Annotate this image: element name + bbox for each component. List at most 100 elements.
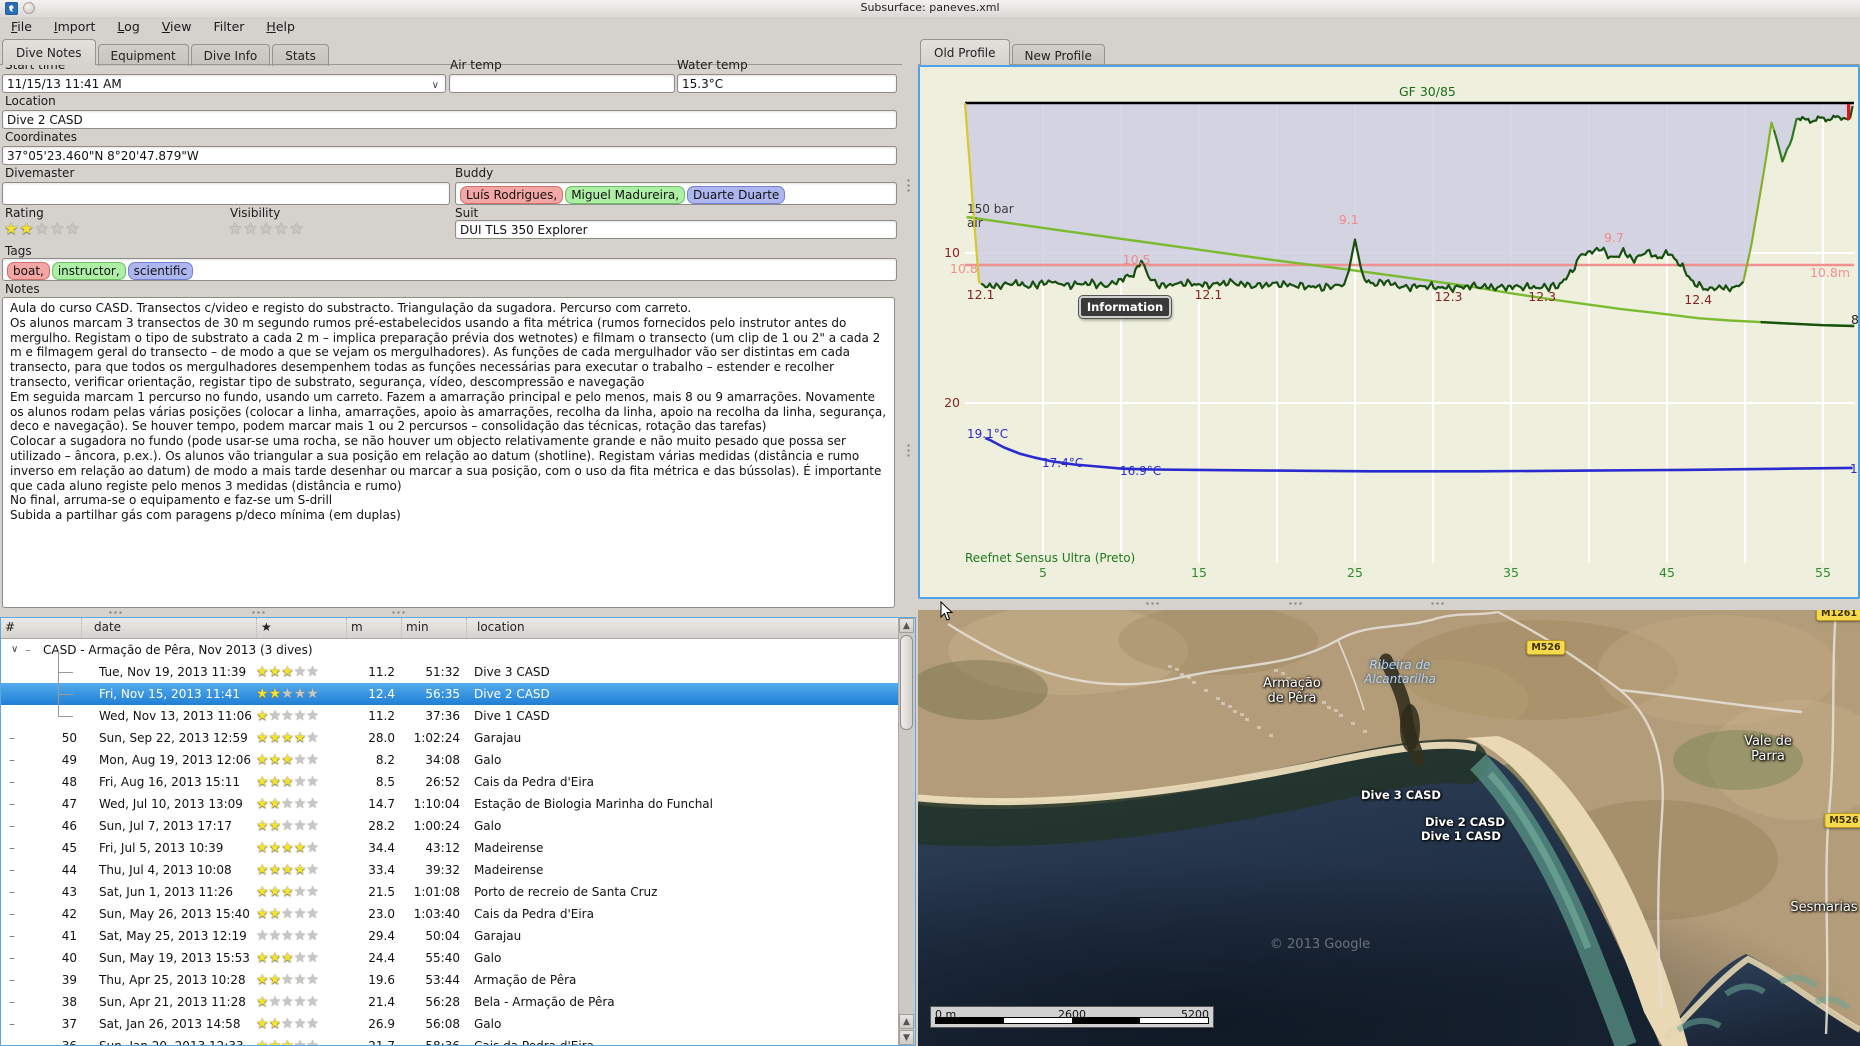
collapse-caret-icon[interactable]: ∨ <box>11 644 19 655</box>
svg-text:35: 35 <box>1503 565 1519 580</box>
dive-row[interactable]: –44 Thu, Jul 4, 2013 10:08 ★★★★★ 33.4 39:32 M… <box>9 862 544 878</box>
dive-row[interactable]: –47 Wed, Jul 10, 2013 13:09 ★★★★★ 14.7 1:10:… <box>9 796 713 812</box>
svg-text:45: 45 <box>1659 565 1675 580</box>
dive-row[interactable]: –43 Sat, Jun 1, 2013 11:26 ★★★★★ 21.5 1:01:0… <box>9 884 658 900</box>
svg-text:12.1: 12.1 <box>1194 287 1222 302</box>
dive-row[interactable]: Wed, Nov 13, 2013 11:06 ★★★★★ 11.2 37:36 Div… <box>1 694 899 727</box>
menu-help[interactable]: Help <box>266 19 295 34</box>
notes-textarea[interactable]: Aula do curso CASD. Transectos c/video e… <box>2 297 895 608</box>
tag-chip: instructor, <box>51 262 126 280</box>
svg-text:10.8: 10.8 <box>950 261 978 276</box>
rating-stars[interactable]: ★★★★★ <box>4 219 81 238</box>
svg-text:20: 20 <box>944 395 960 410</box>
coordinates-field[interactable]: 37°05'23.460"N 8°20'47.879"W <box>2 146 897 165</box>
menu-view[interactable]: View <box>161 19 192 34</box>
buddy-chip: Luís Rodrigues, <box>460 186 564 204</box>
svg-text:12.4: 12.4 <box>1684 292 1712 307</box>
dive-row[interactable]: –39 Thu, Apr 25, 2013 10:28 ★★★★★ 19.6 53:44… <box>9 972 577 988</box>
svg-text:Reefnet Sensus Ultra (Preto): Reefnet Sensus Ultra (Preto) <box>965 551 1135 565</box>
svg-text:10.5: 10.5 <box>1123 252 1151 267</box>
scroll-up-icon[interactable]: ▲ <box>899 618 914 633</box>
app-icon <box>5 2 18 15</box>
vertical-splitter[interactable] <box>902 38 918 599</box>
dive-row[interactable]: –45 Fri, Jul 5, 2013 10:39 ★★★★★ 34.4 43:12 M… <box>9 840 544 856</box>
window-menu-button[interactable] <box>23 2 35 14</box>
svg-text:air: air <box>967 216 983 230</box>
visibility-stars[interactable]: ★★★★★ <box>228 219 305 238</box>
title-bar[interactable]: Subsurface: paneves.xml <box>0 0 1860 17</box>
scrollbar-thumb[interactable] <box>900 635 913 730</box>
chevron-down-icon: ∨ <box>431 80 439 91</box>
buddy-chip: Miguel Madureira, <box>565 186 686 204</box>
tab-equipment[interactable]: Equipment <box>97 44 189 66</box>
scale-ruler <box>935 1017 1209 1024</box>
tag-chip: scientific <box>127 262 194 280</box>
svg-text:9.7: 9.7 <box>1604 230 1624 245</box>
tab-dive-info[interactable]: Dive Info <box>190 44 271 66</box>
svg-text:12.3: 12.3 <box>1435 289 1463 304</box>
location-label: Location <box>5 94 56 108</box>
menu-log[interactable]: Log <box>117 19 140 34</box>
svg-text:17.4°C: 17.4°C <box>1042 456 1083 470</box>
tab-stats[interactable]: Stats <box>272 44 329 66</box>
dive-row[interactable]: –46 Sun, Jul 7, 2013 17:17 ★★★★★ 28.2 1:00:2… <box>9 818 502 834</box>
map-scale-bar: 0 m 2600 5200 <box>930 1006 1214 1028</box>
dive-row[interactable]: –49 Mon, Aug 19, 2013 12:06 ★★★★★ 8.2 34:08 G… <box>9 752 502 768</box>
suit-label: Suit <box>455 206 479 220</box>
air-temp-field[interactable] <box>449 74 675 93</box>
svg-text:15: 15 <box>1191 565 1207 580</box>
tab-new-profile[interactable]: New Profile <box>1011 44 1105 66</box>
tags-field[interactable]: boat, instructor, scientific <box>2 258 897 281</box>
dive-row[interactable]: –38 Sun, Apr 21, 2013 11:28 ★★★★★ 21.4 56:28… <box>9 994 615 1010</box>
svg-text:5: 5 <box>1039 565 1047 580</box>
water-temp-label: Water temp <box>677 58 748 72</box>
buddy-label: Buddy <box>455 166 494 180</box>
menu-file[interactable]: File <box>11 19 32 34</box>
rating-label: Rating <box>5 206 44 220</box>
dive-row[interactable]: –50 Sun, Sep 22, 2013 12:59 ★★★★★ 28.0 1:02:… <box>9 730 522 746</box>
buddy-field[interactable]: Luís Rodrigues, Miguel Madureira, Duarte D… <box>455 182 897 205</box>
scroll-down-icon[interactable]: ▼ <box>899 1030 914 1045</box>
dive-row[interactable]: Tue, Nov 19, 2013 11:39 ★★★★★ 11.2 51:32 Div… <box>1 650 899 683</box>
dive-row[interactable]: Fri, Nov 15, 2013 11:41 ★★★★★ 12.4 56:35 Div… <box>1 672 899 705</box>
dive-row[interactable]: –37 Sat, Jan 26, 2013 14:58 ★★★★★ 26.9 56:08… <box>9 1016 502 1032</box>
tab-dive-notes[interactable]: Dive Notes <box>2 39 96 65</box>
tag-chip: boat, <box>7 262 50 280</box>
information-button[interactable]: Information <box>1078 295 1172 319</box>
water-temp-field[interactable]: 15.3°C <box>677 74 897 93</box>
dive-list-scrollbar[interactable]: ▲ ▲ ▼ <box>898 618 915 1045</box>
profile-tab-bar: Old Profile New Profile <box>918 38 1860 66</box>
dive-row[interactable]: –42 Sun, May 26, 2013 15:40 ★★★★★ 23.0 1:03:… <box>9 906 594 922</box>
dive-site-map[interactable]: Armação de Pêra Ribeira de Alcantarilha Va… <box>918 610 1860 1046</box>
svg-text:10: 10 <box>944 245 960 260</box>
svg-text:25: 25 <box>1347 565 1363 580</box>
left-tab-bar: Dive Notes Equipment Dive Info Stats <box>0 38 916 66</box>
svg-text:16.9°C: 16.9°C <box>1120 464 1161 478</box>
svg-text:150 bar: 150 bar <box>967 202 1014 216</box>
dive-row[interactable]: –41 Sat, May 25, 2013 12:19 ★★★★★ 29.4 50:04… <box>9 928 522 944</box>
tab-old-profile[interactable]: Old Profile <box>920 39 1010 65</box>
start-time-combobox[interactable]: 11/15/13 11:41 AM ∨ <box>2 74 446 93</box>
menu-import[interactable]: Import <box>53 19 96 34</box>
dive-row[interactable]: –40 Sun, May 19, 2013 15:53 ★★★★★ 24.4 55:40… <box>9 950 502 966</box>
dive-profile-chart[interactable]: GF 30/85 10 20 5 15 25 35 45 55 Reefnet Sensus Ul… <box>918 65 1860 599</box>
dive-list: # date ★ m min location ∨ – CASD - Armação de Pê… <box>0 617 916 1046</box>
dive-row[interactable]: –36 Sun, Jan 20, 2013 12:33 ★★★★★ 21.7 58:36… <box>9 1038 594 1046</box>
svg-text:9.1: 9.1 <box>1339 212 1359 227</box>
profile-plot: GF 30/85 10 20 5 15 25 35 45 55 Reefnet Sensus Ul… <box>944 84 1860 580</box>
svg-text:55: 55 <box>1815 565 1831 580</box>
notes-label: Notes <box>5 282 40 296</box>
location-field[interactable]: Dive 2 CASD <box>2 110 897 129</box>
menu-filter[interactable]: Filter <box>213 19 245 34</box>
scroll-up2-icon[interactable]: ▲ <box>899 1014 914 1029</box>
dive-trip-group-row[interactable]: ∨ – CASD - Armação de Pêra, Nov 2013 (3 di… <box>1 639 899 661</box>
suit-field[interactable]: DUI TLS 350 Explorer <box>455 220 897 239</box>
dive-list-header[interactable]: # date ★ m min location <box>1 618 899 639</box>
svg-text:10.8m: 10.8m <box>1810 265 1850 280</box>
road-badge: M526 <box>1526 640 1566 655</box>
dive-row[interactable]: –48 Fri, Aug 16, 2013 15:11 ★★★★★ 8.5 26:52 C… <box>9 774 594 790</box>
divemaster-field[interactable] <box>2 182 450 205</box>
svg-text:19.1°C: 19.1°C <box>967 427 1008 441</box>
svg-text:12.3: 12.3 <box>1528 289 1556 304</box>
